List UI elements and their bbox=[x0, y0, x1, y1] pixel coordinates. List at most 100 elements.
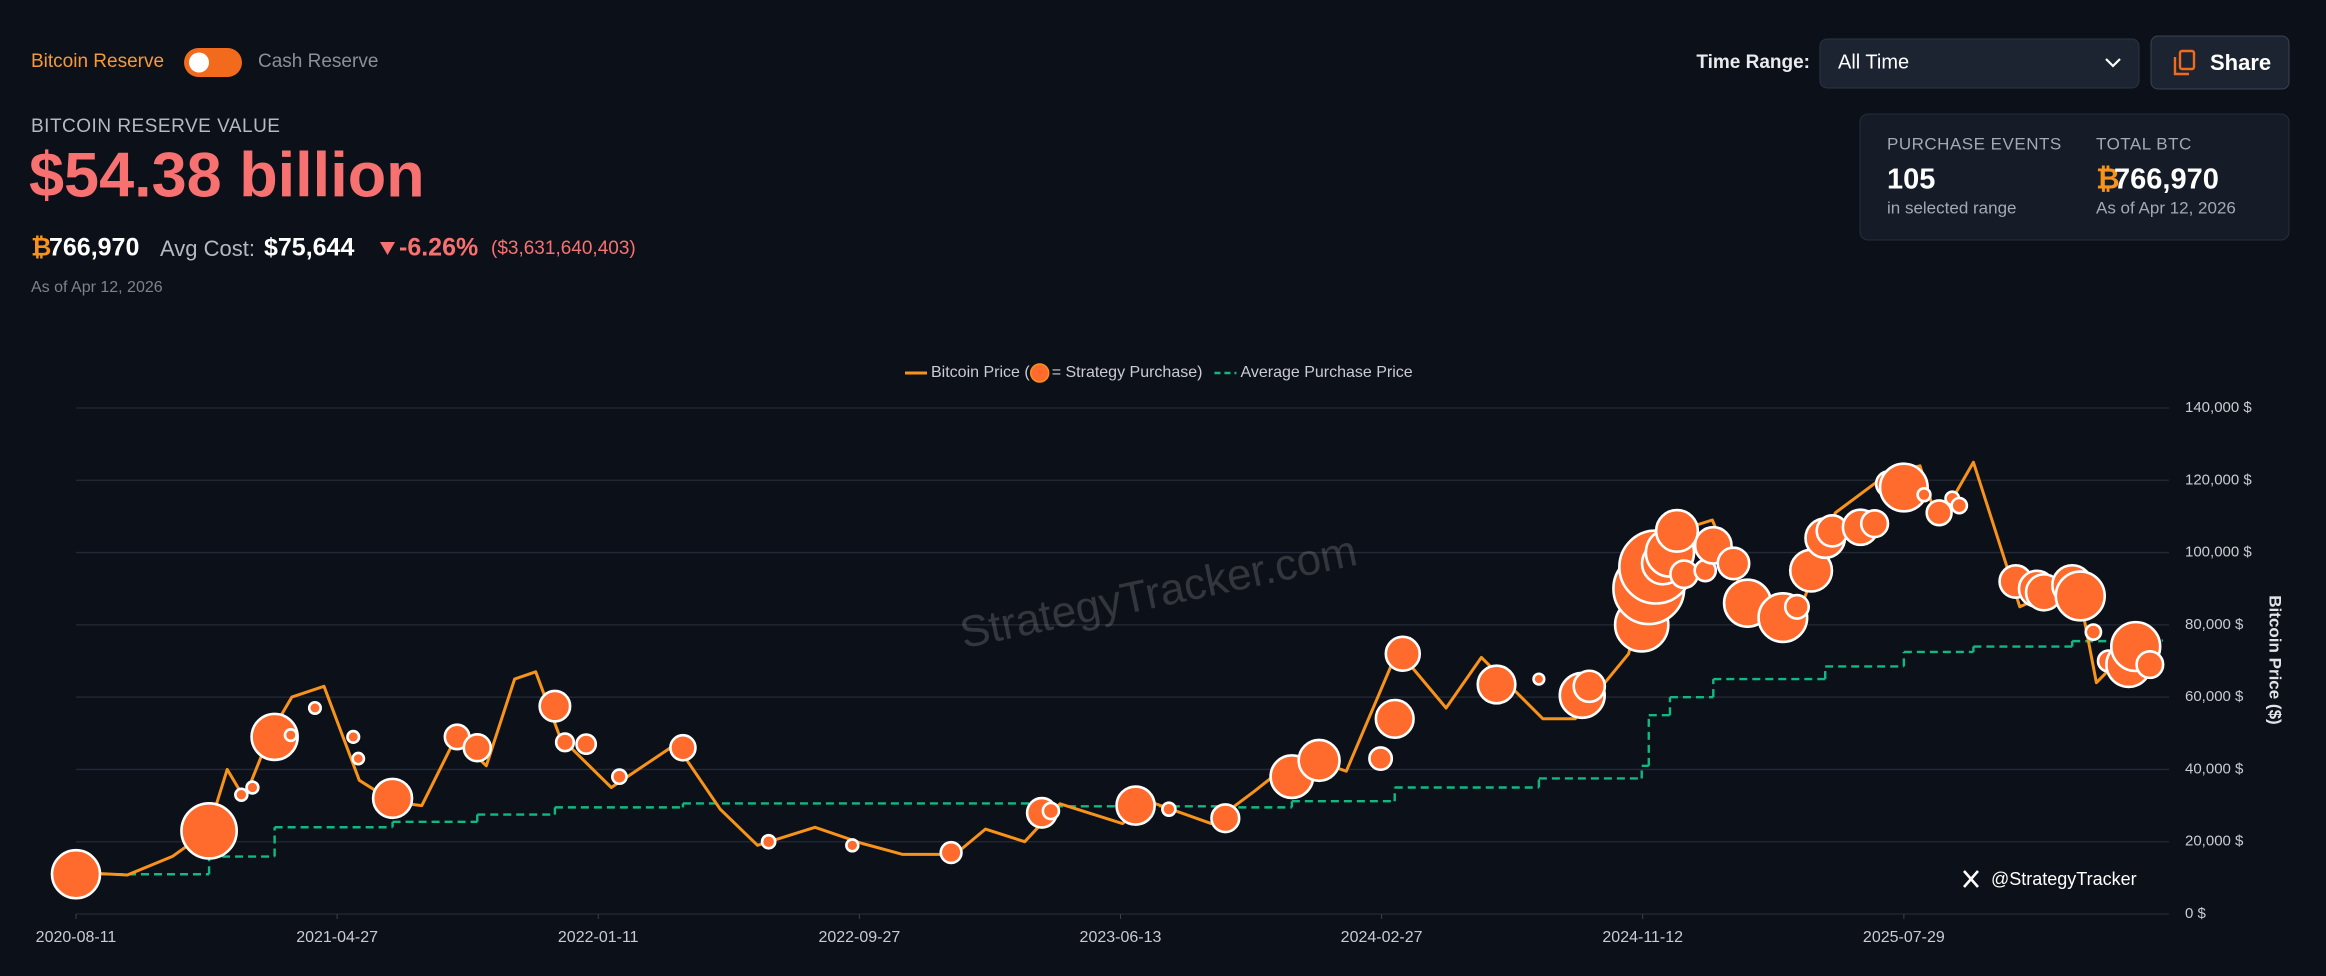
purchase-bubble bbox=[1859, 508, 1890, 539]
time-range-dropdown[interactable]: All Time bbox=[1819, 38, 2140, 89]
legend-label: = Strategy Purchase) bbox=[1052, 364, 1203, 381]
chevron[interactable] bbox=[2105, 58, 2121, 68]
purchase-bubble bbox=[1041, 801, 1061, 821]
purchase-bubble bbox=[1783, 593, 1811, 620]
purchase-bubble bbox=[307, 700, 322, 716]
handle: @StrategyTracker bbox=[1991, 869, 2137, 889]
dropdown-box[interactable] bbox=[1819, 38, 2140, 89]
y-tick-label: 140,000 $ bbox=[2185, 399, 2252, 416]
stat-note: in selected range bbox=[1887, 198, 2016, 217]
purchase-bubble bbox=[1716, 546, 1751, 581]
purchase-bubble bbox=[283, 728, 298, 743]
y-axis-title: Bitcoin Price ($) bbox=[2266, 595, 2285, 724]
share-icon[interactable] bbox=[2173, 57, 2189, 76]
toggle-knob[interactable] bbox=[189, 52, 209, 73]
x-tick-label: 2022-01-11 bbox=[558, 929, 639, 946]
btc-symbol: ₿ bbox=[2096, 164, 2120, 196]
purchase-bubble bbox=[575, 733, 598, 756]
purchase-bubble bbox=[1476, 664, 1517, 705]
stat-label: PURCHASE EVENTS bbox=[1887, 134, 2062, 153]
legend: Bitcoin Price ( = Strategy Purchase) Avera… bbox=[905, 363, 1413, 383]
x-tick-label: 2024-02-27 bbox=[1341, 929, 1423, 946]
stat-label: TOTAL BTC bbox=[2096, 134, 2192, 153]
purchase-bubble bbox=[346, 729, 361, 745]
purchase-bubble bbox=[50, 848, 102, 900]
stat-value: 105 bbox=[1887, 164, 1935, 196]
purchase-bubble bbox=[1384, 635, 1422, 673]
btc-symbol: ₿ bbox=[31, 234, 51, 262]
purchase-bubble bbox=[1878, 462, 1929, 513]
grid: 0 $ 20,000 $ 40,000 $ 60,000 $ 80,000 $ 100,0… bbox=[36, 399, 2253, 946]
y-tick-label: 60,000 $ bbox=[2185, 688, 2244, 705]
purchase-bubble bbox=[538, 689, 572, 723]
purchase-bubble bbox=[1950, 496, 1969, 515]
plot bbox=[50, 460, 2165, 900]
share-box[interactable] bbox=[2150, 35, 2290, 90]
purchase-bubble bbox=[180, 801, 238, 860]
purchase-bubble bbox=[1374, 698, 1415, 739]
down-arrow bbox=[380, 242, 395, 255]
share-label[interactable]: Share bbox=[2210, 50, 2271, 75]
time-range-label: Time Range: bbox=[1696, 52, 1810, 73]
purchase-bubble bbox=[1572, 669, 1607, 704]
x-tick-label: 2021-04-27 bbox=[296, 929, 378, 946]
x-logo bbox=[1963, 870, 1979, 888]
purchase-bubble bbox=[2054, 570, 2106, 622]
y-tick-label: 120,000 $ bbox=[2185, 471, 2252, 488]
x-tick-label: 2025-07-29 bbox=[1863, 929, 1945, 946]
purchase-bubble bbox=[2084, 623, 2103, 641]
purchase-bubble bbox=[250, 712, 299, 762]
purchase-bubble bbox=[1532, 672, 1546, 686]
share-button[interactable]: Share bbox=[2150, 35, 2290, 90]
purchase-bubble bbox=[1368, 746, 1394, 772]
change-percent: -6.26% bbox=[399, 234, 478, 262]
purchase-bubble bbox=[1669, 559, 1700, 590]
purchase-bubble bbox=[234, 787, 249, 803]
share-icon[interactable] bbox=[2178, 49, 2196, 71]
btc-amount: 766,970 bbox=[49, 234, 139, 262]
y-tick-label: 20,000 $ bbox=[2185, 833, 2244, 850]
purchase-bubble bbox=[1297, 738, 1341, 783]
purchase-bubble bbox=[669, 733, 697, 762]
y-tick-label: 0 $ bbox=[2185, 905, 2207, 922]
purchase-bubble bbox=[245, 780, 260, 795]
purchase-bubble bbox=[939, 840, 963, 865]
x-tick-label: 2024-11-12 bbox=[1602, 929, 1683, 946]
toggle[interactable] bbox=[184, 48, 242, 77]
toggle-label[interactable]: Bitcoin Reserve bbox=[31, 51, 164, 72]
legend-label: Bitcoin Price ( bbox=[931, 364, 1030, 381]
legend-bubble bbox=[1029, 363, 1050, 383]
purchase-bubble bbox=[351, 751, 366, 766]
stat-note: As of Apr 12, 2026 bbox=[2096, 198, 2236, 217]
purchase-bubble bbox=[371, 777, 414, 820]
y-tick-label: 80,000 $ bbox=[2185, 616, 2244, 633]
y-tick-label: 40,000 $ bbox=[2185, 760, 2244, 777]
purchase-bubble bbox=[554, 732, 576, 753]
purchase-bubble bbox=[462, 732, 493, 763]
avg-cost-label: Avg Cost: bbox=[160, 236, 255, 261]
purchase-bubble bbox=[1161, 801, 1177, 818]
purchase-bubble bbox=[2135, 650, 2165, 680]
change-amount: ($3,631,640,403) bbox=[491, 238, 636, 259]
x-tick-label: 2020-08-11 bbox=[36, 929, 117, 946]
purchase-bubble bbox=[760, 833, 777, 850]
purchase-bubble bbox=[845, 838, 860, 853]
purchase-bubble bbox=[611, 768, 628, 786]
toggle-label[interactable]: Cash Reserve bbox=[258, 51, 378, 72]
stats-card bbox=[1859, 113, 2290, 241]
y-tick-label: 100,000 $ bbox=[2185, 544, 2252, 561]
reserve-value: $54.38 billion bbox=[29, 141, 425, 211]
reserve-label: BITCOIN RESERVE VALUE bbox=[31, 116, 280, 137]
dropdown-value[interactable]: All Time bbox=[1838, 51, 1909, 73]
purchase-bubble bbox=[1654, 508, 1700, 554]
purchase-bubble bbox=[1210, 803, 1241, 834]
x-tick-label: 2022-09-27 bbox=[818, 929, 900, 946]
purchase-bubble bbox=[1916, 487, 1932, 503]
avg-cost: $75,644 bbox=[264, 234, 354, 262]
x-tick-label: 2023-06-13 bbox=[1080, 929, 1162, 946]
purchase-bubble bbox=[1925, 499, 1953, 527]
stat-value: 766,970 bbox=[2114, 164, 2219, 196]
purchase-bubble bbox=[1115, 785, 1156, 826]
legend-label: Average Purchase Price bbox=[1240, 364, 1412, 381]
